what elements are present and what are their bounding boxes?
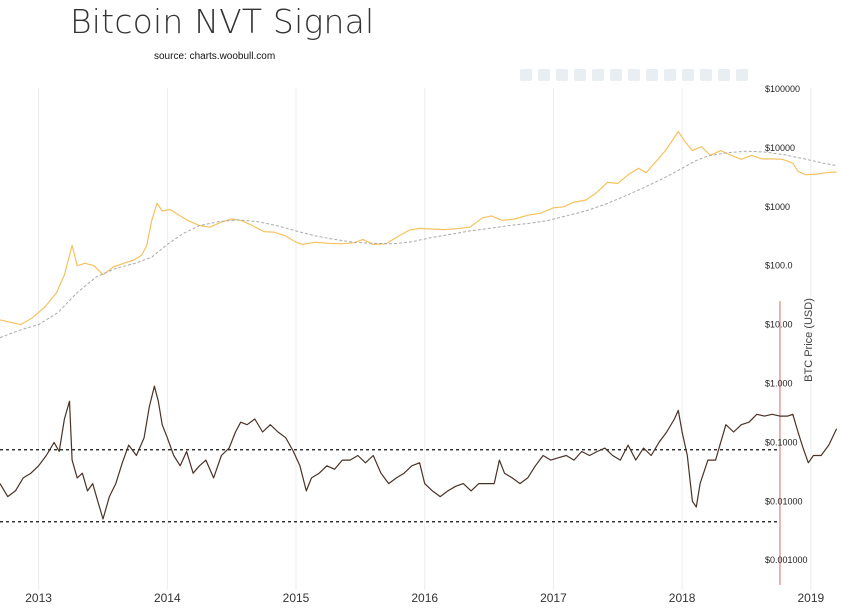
y-tick-label-2: $1000 [765, 202, 790, 212]
series-lines [0, 130, 838, 520]
x-tick-label-4: 2017 [540, 591, 567, 605]
y-tick-label-8: $0.001000 [765, 555, 808, 565]
reset-axes-icon[interactable] [664, 69, 676, 81]
x-tick-label-5: 2018 [669, 591, 696, 605]
moving-average-line [0, 150, 837, 339]
zoom-icon[interactable] [538, 69, 550, 81]
y-tick-label-7: $0.01000 [765, 496, 803, 506]
y-tick-label-3: $100.0 [765, 261, 793, 271]
plotly-logo-icon[interactable] [736, 69, 748, 81]
y-tick-label-1: $10000 [765, 143, 795, 153]
x-tick-label-3: 2016 [411, 591, 438, 605]
y-tick-label-6: $0.1000 [765, 437, 798, 447]
chart-subtitle: source: charts.woobull.com [154, 51, 276, 62]
y-tick-label-4: $10.00 [765, 320, 793, 330]
reference-lines [0, 301, 781, 585]
x-tick-label-6: 2019 [797, 591, 824, 605]
nvt-signal-line [0, 385, 838, 520]
autoscale-icon[interactable] [646, 69, 658, 81]
btc-price-line [0, 130, 837, 326]
hover-compare-icon[interactable] [718, 69, 730, 81]
lasso-icon[interactable] [592, 69, 604, 81]
chart-title: Bitcoin NVT Signal [70, 2, 375, 41]
box-select-icon[interactable] [574, 69, 586, 81]
x-tick-label-0: 2013 [25, 591, 52, 605]
zoom-in-icon[interactable] [610, 69, 622, 81]
y-tick-label-0: $100000 [765, 84, 800, 94]
x-axis-ticks: 2013 2014 2015 2016 2017 2018 2019 [25, 591, 824, 605]
spike-lines-icon[interactable] [682, 69, 694, 81]
modebar [520, 66, 748, 84]
x-tick-label-2: 2015 [283, 591, 310, 605]
hover-closest-icon[interactable] [700, 69, 712, 81]
zoom-out-icon[interactable] [628, 69, 640, 81]
y-axis-ticks: $100000 $10000 $1000 $100.0 $10.00 $1.000 $0.1… [765, 84, 808, 565]
y-tick-label-5: $1.000 [765, 379, 793, 389]
x-gridlines [38, 88, 812, 590]
camera-icon[interactable] [520, 69, 532, 81]
pan-icon[interactable] [556, 69, 568, 81]
y-axis-label: BTC Price (USD) [803, 298, 815, 382]
x-tick-label-1: 2014 [154, 591, 181, 605]
